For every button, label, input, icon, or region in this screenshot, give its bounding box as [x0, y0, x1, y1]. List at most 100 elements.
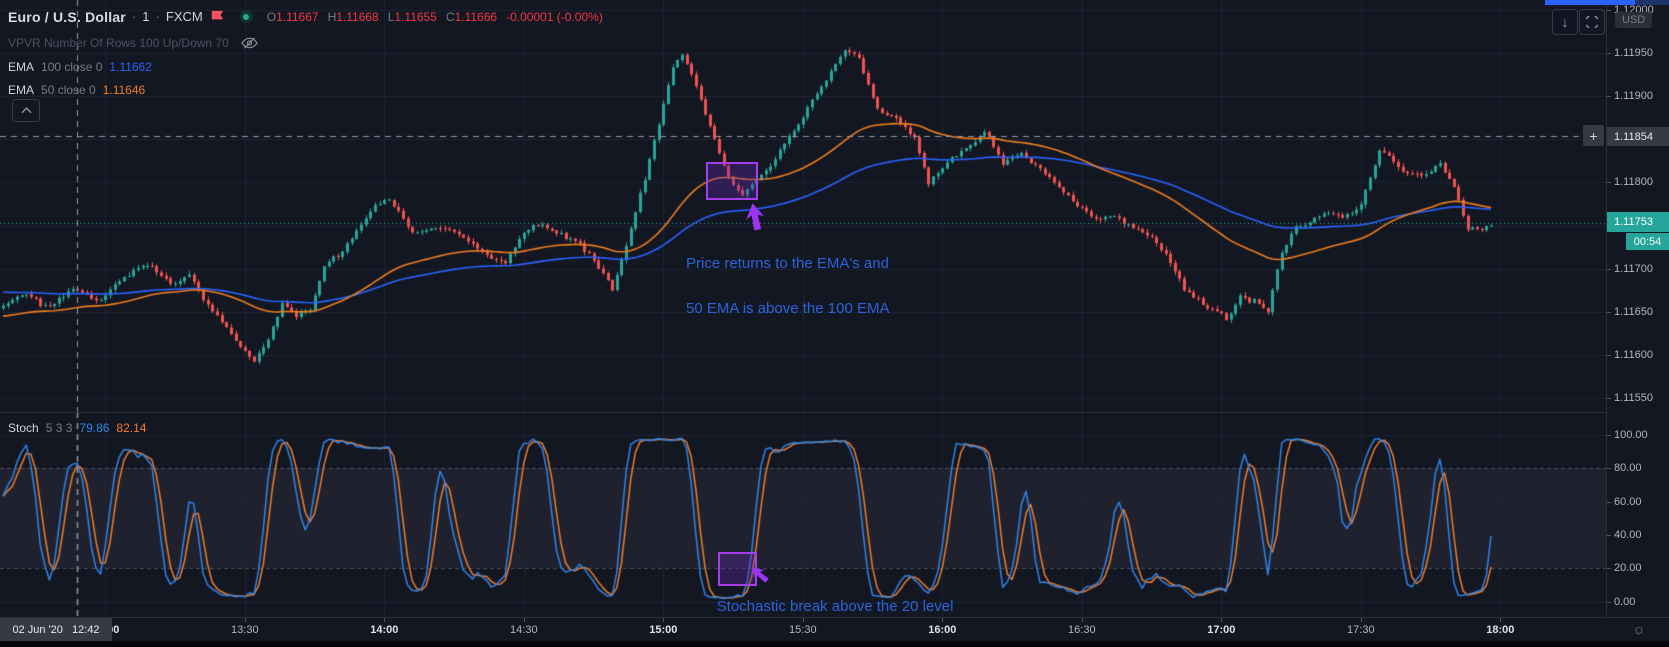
low-value: 1.11655 [394, 9, 437, 24]
eye-off-icon[interactable] [241, 36, 258, 50]
stoch-axis-label: 80.00 [1614, 462, 1642, 475]
legend-separator: · [155, 9, 160, 24]
maximize-pane-button[interactable] [1579, 9, 1605, 35]
stoch-axis-label: 20.00 [1614, 562, 1642, 575]
last-price-label: 1.11753 [1607, 212, 1669, 232]
time-axis[interactable]: 02 Jun '20 12:42 ☼ 13:0013:3014:0014:301… [0, 618, 1669, 641]
bar-countdown-label: 00:54 [1626, 233, 1669, 250]
change-value: -0.00001 (-0.00%) [506, 9, 603, 24]
ema50-params: 50 close 0 [41, 83, 96, 97]
gear-icon[interactable]: ☼ [1632, 621, 1646, 638]
close-value: 1.11666 [454, 9, 498, 24]
price-axis-tick [1607, 354, 1611, 356]
note-text-ema-line2: 50 EMA is above the 100 EMA [686, 300, 890, 317]
stoch-k-value: 79.86 [79, 421, 110, 435]
stoch-axis-tick [1607, 501, 1611, 503]
low-label: L [387, 9, 395, 24]
arrow-marker-stoch[interactable] [751, 564, 769, 590]
highlight-rectangle-price[interactable] [706, 162, 758, 200]
stoch-params: 5 3 3 [45, 421, 73, 435]
top-blue-strip-dark [1635, 0, 1669, 5]
time-axis-label: 16:30 [1068, 624, 1096, 636]
currency-badge[interactable]: USD [1615, 12, 1653, 28]
price-axis-label: 1.11800 [1614, 176, 1653, 189]
time-axis-tick [1500, 618, 1502, 622]
price-axis-label: 1.11900 [1614, 90, 1653, 103]
symbol-title: Euro / U.S. Dollar [8, 8, 126, 25]
ema100-value: 1.11662 [109, 60, 152, 74]
time-axis-tick [244, 618, 246, 622]
price-axis-border [1606, 0, 1607, 641]
stoch-axis-label: 40.00 [1614, 528, 1642, 541]
ema50-value: 1.11646 [102, 83, 146, 97]
stoch-name: Stoch [8, 421, 39, 435]
price-axis-tick [1607, 96, 1611, 98]
stochastic-chart-canvas[interactable] [0, 412, 1606, 617]
price-axis-label: 1.11650 [1614, 305, 1653, 318]
crosshair-price-label: 1.11854 [1607, 127, 1669, 146]
exchange-label: FXCM [165, 9, 203, 24]
indicator-row-vpvr[interactable]: VPVR Number Of Rows 100 Up/Down 70 [8, 36, 258, 50]
stoch-axis-tick [1607, 601, 1611, 603]
time-axis-tick [942, 618, 944, 622]
crosshair-time-label: 02 Jun '20 12:42 [0, 618, 112, 641]
vpvr-label: VPVR Number Of Rows 100 Up/Down 70 [8, 36, 229, 50]
bottom-strip [0, 641, 1669, 647]
note-text-stoch[interactable]: Stochastic break above the 20 level [716, 598, 954, 615]
time-axis-label: 15:30 [789, 624, 817, 636]
open-value: 1.11667 [276, 9, 319, 24]
time-axis-label: 16:00 [928, 624, 957, 636]
stoch-axis-tick [1607, 468, 1611, 470]
note-text-ema-line1: Price returns to the EMA's and [686, 255, 889, 272]
time-axis-label: 15:00 [649, 624, 678, 636]
open-label: O [266, 9, 277, 24]
flag-icon[interactable] [209, 8, 226, 25]
price-axis-tick [1607, 268, 1611, 270]
stoch-axis-label: 100.00 [1614, 429, 1648, 441]
time-axis-tick [1221, 618, 1223, 622]
scroll-to-recent-button[interactable]: ↓ [1552, 9, 1578, 35]
price-axis[interactable]: USD 1.11854 1.11753 00:54 1.12000 1.11950… [1607, 0, 1669, 617]
stoch-axis-label: 60.00 [1614, 495, 1642, 508]
maximize-icon [1586, 16, 1598, 28]
price-axis-label: 1.11700 [1614, 262, 1653, 275]
legend-separator: · [131, 9, 137, 24]
ohlc-values: O1.11667 H1.11668 L1.11655 C1.11666 -0.0… [267, 10, 603, 24]
price-axis-tick [1607, 182, 1611, 184]
symbol-legend[interactable]: Euro / U.S. Dollar · 1 · FXCM O1.11667 H… [8, 8, 603, 25]
time-axis-border [0, 617, 1669, 618]
indicator-row-ema50[interactable]: EMA 50 close 0 1.11646 [8, 83, 145, 97]
note-text-ema[interactable]: Price returns to the EMA's and 50 EMA is… [686, 226, 889, 346]
price-axis-label: 1.11950 [1614, 47, 1653, 60]
down-arrow-icon: ↓ [1561, 14, 1569, 30]
pane-separator[interactable] [0, 412, 1669, 413]
add-alert-plus-button[interactable]: + [1583, 125, 1604, 146]
price-axis-label: 1.11600 [1614, 348, 1653, 361]
stoch-axis-tick [1607, 568, 1611, 570]
time-axis-label: 14:30 [510, 624, 538, 636]
legend-collapse-button[interactable] [12, 99, 40, 122]
time-axis-tick [523, 618, 525, 622]
indicator-row-ema100[interactable]: EMA 100 close 0 1.11662 [8, 60, 152, 74]
top-blue-strip [1545, 0, 1635, 5]
time-axis-tick [663, 618, 665, 622]
stoch-axis-tick [1607, 534, 1611, 536]
interval-label[interactable]: 1 [142, 9, 150, 24]
arrow-marker-price[interactable] [744, 203, 766, 236]
ema100-name: EMA [8, 60, 35, 74]
stoch-axis-label: 0.00 [1614, 595, 1636, 608]
close-label: C [445, 9, 455, 24]
time-axis-tick [1081, 618, 1083, 622]
price-chart-canvas[interactable] [0, 0, 1606, 412]
time-axis-label: 13:30 [231, 624, 259, 636]
indicator-row-stoch[interactable]: Stoch 5 3 3 79.86 82.14 [8, 421, 146, 435]
stoch-axis-tick [1607, 435, 1611, 436]
time-axis-label: 17:30 [1347, 624, 1375, 636]
market-status-icon[interactable] [239, 10, 253, 23]
time-axis-label: 17:00 [1207, 624, 1236, 636]
price-axis-tick [1607, 10, 1611, 11]
ema50-name: EMA [8, 83, 35, 97]
time-axis-tick [1360, 618, 1362, 622]
time-axis-label: 14:00 [370, 624, 399, 636]
